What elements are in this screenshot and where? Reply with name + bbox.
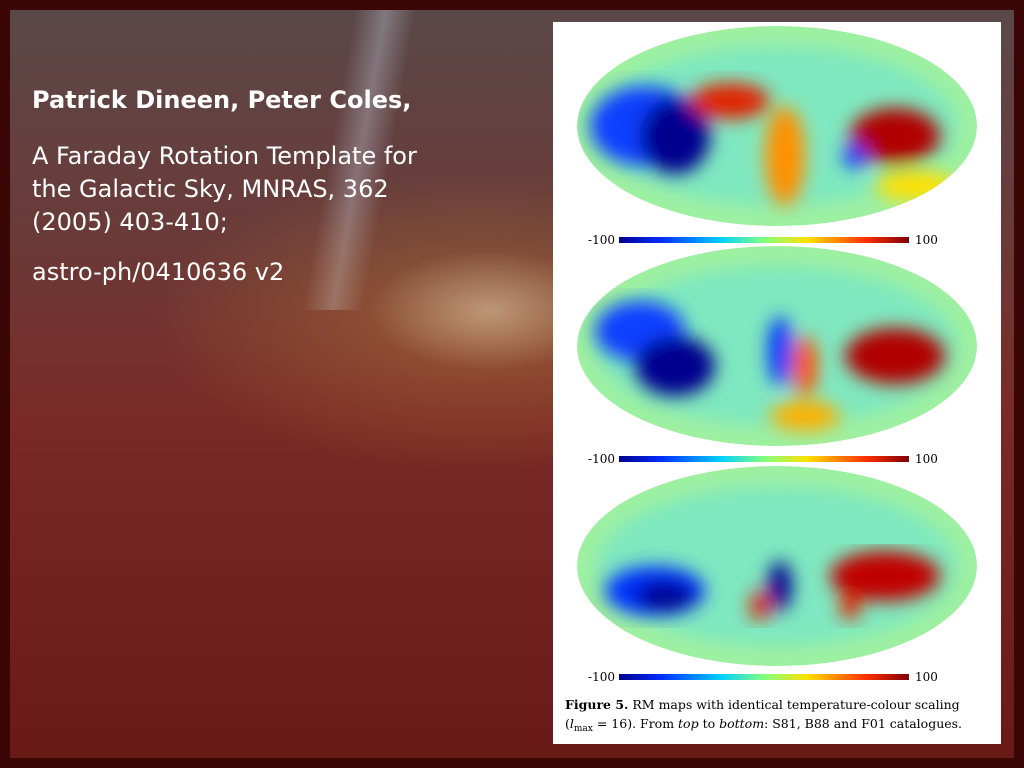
caption-text: RM maps with identical temperature-colou… — [628, 697, 959, 712]
caption-text: max — [574, 724, 593, 734]
scale-max: 100 — [915, 670, 938, 684]
caption: (lmax = 16). From top to bottom: S81, B8… — [565, 716, 962, 734]
citation-line: (2005) 403-410; — [32, 208, 228, 236]
colorbar — [619, 237, 909, 243]
caption: Figure 5. RM maps with identical tempera… — [565, 697, 960, 712]
figure: -100 100 -100 100 -100 100 Figure 5. RM … — [553, 22, 1001, 744]
scale-min: -100 — [588, 670, 615, 684]
caption-text: ( — [565, 716, 570, 731]
caption-text: l — [570, 716, 574, 731]
scale-max: 100 — [915, 452, 938, 466]
caption-label: Figure 5. — [565, 697, 628, 712]
colorbars — [619, 237, 909, 680]
authors: Patrick Dineen, Peter Coles, — [32, 86, 412, 114]
citation-line: the Galactic Sky, MNRAS, 362 — [32, 175, 389, 203]
caption-text: bottom — [719, 716, 764, 731]
caption-text: top — [678, 716, 699, 731]
arxiv-id: astro-ph/0410636 v2 — [32, 258, 285, 286]
caption-text: = 16). From — [593, 716, 678, 731]
rm-map — [577, 26, 977, 226]
scale-max: 100 — [915, 233, 938, 247]
caption-text: : S81, B88 and F01 catalogues. — [764, 716, 962, 731]
colorbar — [619, 456, 909, 462]
citation: A Faraday Rotation Template for the Gala… — [32, 140, 532, 239]
scale-min: -100 — [588, 452, 615, 466]
rm-map — [577, 466, 977, 666]
caption-text: to — [699, 716, 720, 731]
colorbar — [619, 674, 909, 680]
citation-line: A Faraday Rotation Template for — [32, 142, 417, 170]
rm-map — [577, 246, 977, 446]
scale-min: -100 — [588, 233, 615, 247]
